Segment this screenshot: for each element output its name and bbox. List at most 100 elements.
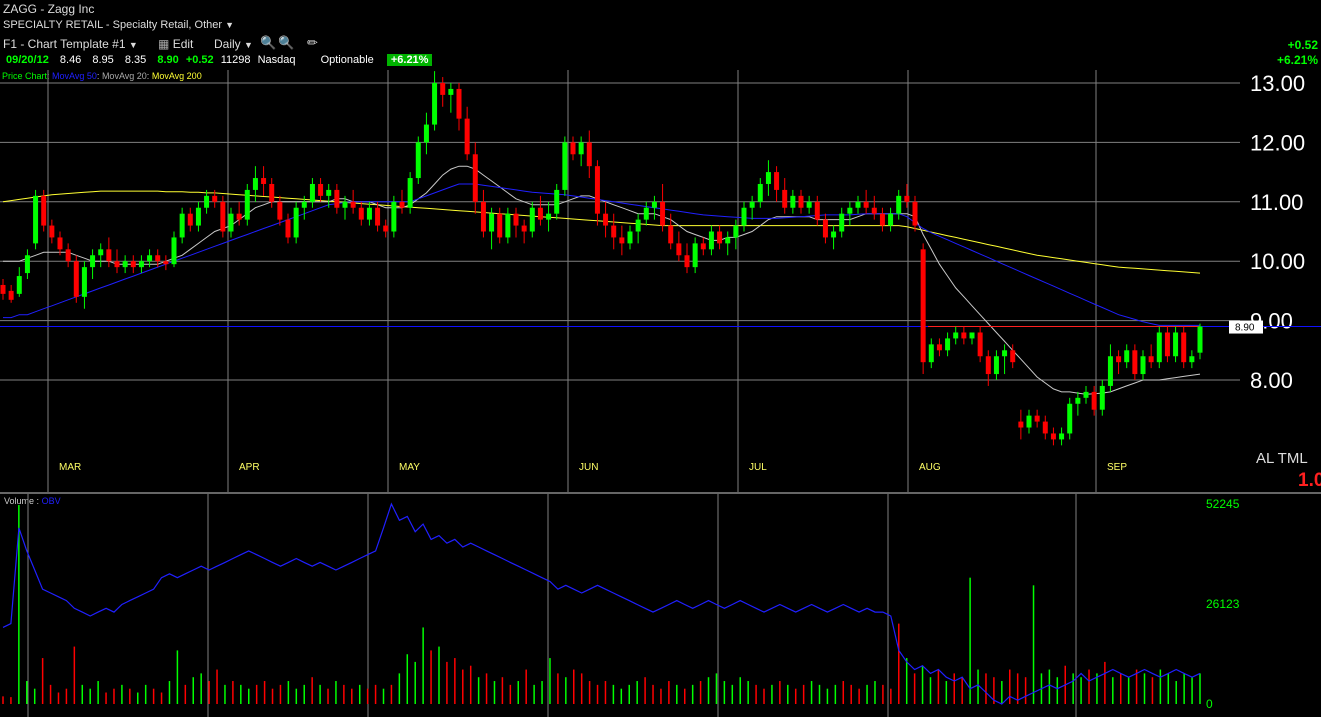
volume-tick-label: 26123: [1206, 597, 1240, 611]
pane-separator[interactable]: [0, 492, 1321, 494]
month-label: AUG: [919, 462, 941, 473]
candle-down: [936, 344, 942, 351]
corner-letters: AL TML: [1256, 450, 1308, 467]
candle-up: [415, 142, 421, 179]
candle-down: [57, 237, 63, 250]
ma200-line: [2, 190, 1201, 274]
volume-legend: Volume : OBV: [4, 496, 61, 506]
candle-up: [757, 183, 763, 202]
month-label: MAR: [59, 462, 81, 473]
candle-up: [24, 255, 30, 274]
candle-up: [749, 201, 755, 208]
candle-up: [790, 195, 796, 208]
zoom-out-icon: 🔍: [278, 35, 295, 50]
candle-up: [627, 231, 633, 244]
candle-down: [985, 356, 991, 375]
candle-down: [480, 201, 486, 232]
candle-up: [432, 83, 438, 125]
candle-down: [65, 249, 71, 262]
candle-down: [277, 201, 283, 220]
candle-down: [1132, 350, 1138, 375]
month-label: SEP: [1107, 462, 1127, 473]
zoom-in-button[interactable]: 🔍: [260, 35, 276, 51]
candle-up: [554, 189, 560, 214]
candle-down: [114, 261, 120, 268]
template-dropdown[interactable]: F1 - Chart Template #1 ▼: [3, 37, 138, 51]
volume-chart[interactable]: 52245 26123 0: [0, 494, 1321, 717]
candle-down: [497, 213, 503, 238]
candle-up: [342, 201, 348, 208]
quote-low: 8.35: [124, 54, 147, 66]
candle-up: [1075, 397, 1081, 404]
candle-down: [261, 178, 267, 184]
candle-up: [888, 213, 894, 226]
edit-label: Edit: [172, 37, 194, 51]
period-dropdown[interactable]: Daily ▼: [214, 37, 253, 51]
price-tick-label: 13.00: [1250, 71, 1305, 96]
pencil-icon: ✏: [307, 35, 318, 50]
quote-exchange: Nasdaq: [257, 54, 296, 66]
candle-up: [448, 88, 454, 95]
candle-down: [1181, 332, 1187, 363]
candle-up: [969, 332, 975, 339]
candle-up: [16, 276, 22, 294]
sector-dropdown[interactable]: SPECIALTY RETAIL - Specialty Retail, Oth…: [3, 19, 234, 31]
candle-up: [1002, 350, 1008, 357]
candle-up: [90, 255, 96, 268]
candle-up: [1197, 326, 1203, 353]
candle-up: [489, 213, 495, 232]
candle-up: [562, 142, 568, 190]
candle-down: [1042, 421, 1048, 434]
candle-up: [1156, 332, 1162, 363]
zoom-out-button[interactable]: 🔍: [278, 35, 294, 51]
candle-up: [1059, 433, 1065, 440]
candle-up: [147, 255, 153, 262]
candle-up: [407, 178, 413, 208]
quote-line: 09/20/12 8.46 8.95 8.35 8.90 +0.52 11298…: [6, 54, 433, 66]
month-label: MAY: [399, 462, 420, 473]
candle-down: [1010, 350, 1016, 363]
volume-label: Volume: [4, 496, 35, 506]
candle-down: [977, 332, 983, 357]
candle-down: [350, 201, 356, 208]
ma20-label: MovAvg 20: [101, 71, 147, 81]
ma200-label: MovAvg 200: [151, 71, 202, 81]
candle-down: [717, 231, 723, 244]
candle-down: [513, 213, 519, 226]
price-tick-label: 10.00: [1250, 249, 1305, 274]
candle-down: [879, 213, 885, 226]
zoom-in-icon: 🔍: [260, 35, 277, 50]
last-price-marker: [1229, 320, 1263, 334]
chevron-down-icon: ▼: [225, 20, 235, 30]
candle-up: [578, 142, 584, 155]
candle-down: [318, 183, 324, 196]
candle-up: [138, 261, 144, 268]
draw-tool-button[interactable]: ✏: [307, 35, 318, 51]
candle-down: [961, 332, 967, 339]
candle-up: [33, 195, 39, 244]
quote-close: 8.90: [157, 54, 179, 66]
candle-down: [1164, 332, 1170, 357]
candle-down: [1018, 421, 1024, 428]
obv-label: OBV: [41, 496, 61, 506]
edit-button[interactable]: ▦ Edit: [158, 37, 193, 51]
candle-up: [1173, 332, 1179, 357]
candle-down: [8, 290, 14, 300]
ma50-label: MovAvg 50: [52, 71, 97, 81]
grid-icon: ▦: [158, 37, 170, 51]
candle-up: [1067, 403, 1073, 434]
candle-down: [611, 225, 617, 238]
candle-up: [1140, 356, 1146, 375]
candle-up: [741, 207, 747, 226]
quote-date: 09/20/12: [6, 54, 49, 66]
candle-down: [521, 225, 527, 232]
volume-tick-label: 52245: [1206, 497, 1240, 511]
candle-up: [252, 178, 258, 190]
candle-down: [163, 261, 169, 265]
candle-up: [293, 207, 299, 238]
candle-up: [1189, 356, 1195, 363]
candle-up: [98, 249, 104, 256]
candle-down: [537, 207, 543, 220]
candle-up: [546, 213, 552, 220]
